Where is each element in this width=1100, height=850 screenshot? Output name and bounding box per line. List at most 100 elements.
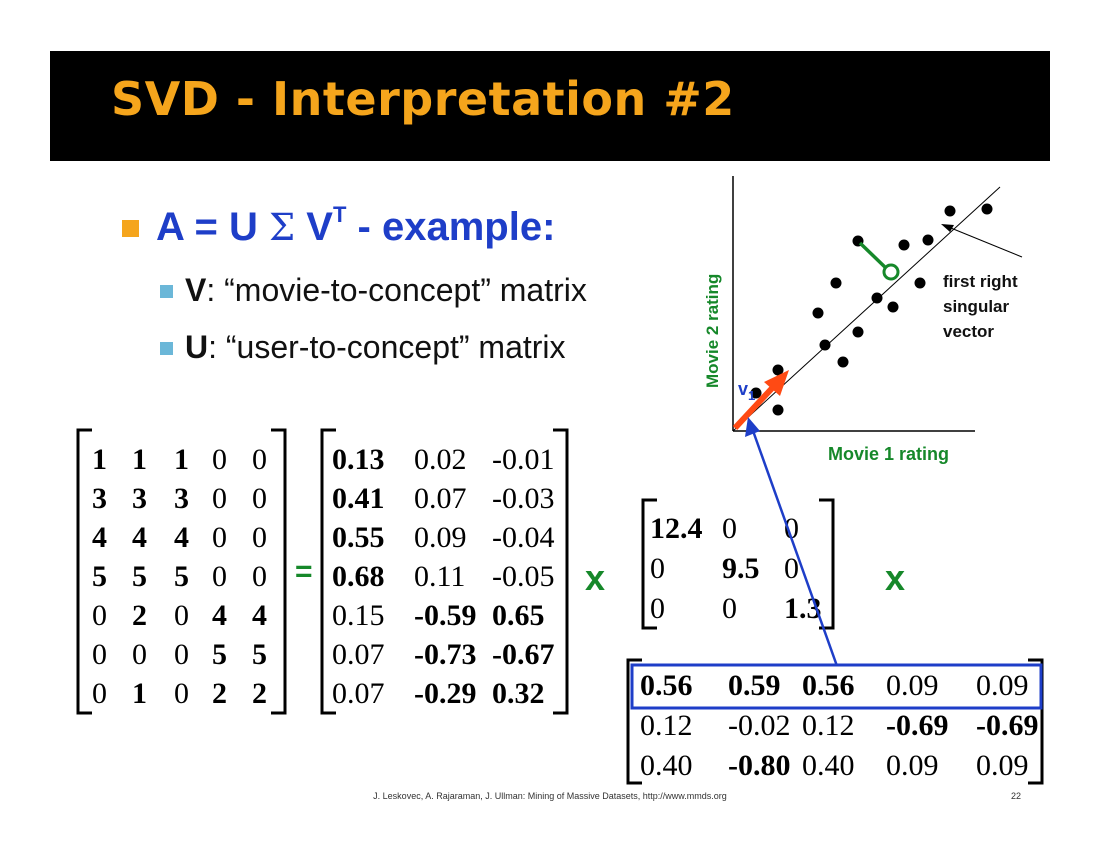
matrix-a-cell: 5 <box>252 638 267 671</box>
matrix-a-cell: 2 <box>132 599 147 632</box>
page-number: 22 <box>1011 791 1022 801</box>
matrix-v-cell: 0.59 <box>728 669 781 702</box>
matrix-v-cell: 0.40 <box>802 749 855 782</box>
matrix-u-cell: -0.04 <box>492 521 555 554</box>
matrix-a-cell: 0 <box>252 482 267 515</box>
annotation-line-1: first right <box>943 272 1018 291</box>
data-point <box>837 356 849 368</box>
matrix-u-cell: 0.09 <box>414 521 467 554</box>
matrix-u-cell: 0.32 <box>492 677 545 710</box>
matrix-s-cell: 0 <box>784 552 799 585</box>
data-point <box>944 205 956 217</box>
projection-point <box>882 263 900 281</box>
v1-label-subscript: 1 <box>748 388 755 403</box>
left-bracket <box>641 498 657 630</box>
matrix-a-cell: 1 <box>174 443 189 476</box>
matrix-brackets <box>76 428 1044 785</box>
main-bullet-prefix: A = U <box>156 205 269 249</box>
v1-label: v1 <box>738 379 755 403</box>
matrix-u-cell: -0.05 <box>492 560 555 593</box>
sub-bullet-marker <box>160 285 173 298</box>
main-bullet: A = U Σ VT - example: <box>156 202 555 250</box>
matrix-s-cell: 0 <box>650 592 665 625</box>
annotation-arrowhead <box>941 224 954 232</box>
data-point <box>819 339 831 351</box>
matrix-a-cell: 3 <box>174 482 189 515</box>
matrix-s-cell: 9.5 <box>722 552 760 585</box>
matrix-u-cell: -0.01 <box>492 443 555 476</box>
matrix-u-cell: 0.07 <box>332 677 385 710</box>
left-bracket <box>626 658 642 785</box>
right-bracket <box>271 428 287 715</box>
transpose-superscript: T <box>332 202 347 227</box>
matrix-v-cell: 0.09 <box>886 749 939 782</box>
matrix-a-cell: 1 <box>132 443 147 476</box>
matrix-u-cell: 0.55 <box>332 521 385 554</box>
right-bracket <box>553 428 569 715</box>
matrix-s-cell: 12.4 <box>650 512 703 545</box>
matrix-u-cell: 0.65 <box>492 599 545 632</box>
matrix-a-cell: 5 <box>212 638 227 671</box>
main-bullet-v: V <box>295 205 333 249</box>
y-axis-label: Movie 2 rating <box>703 274 722 388</box>
data-point <box>981 203 993 215</box>
matrix-a-cell: 5 <box>92 560 107 593</box>
data-point <box>922 234 934 246</box>
annotation-line-2: singular <box>943 297 1010 316</box>
matrix-u-cell: -0.03 <box>492 482 555 515</box>
vt-row-highlight <box>630 663 1043 710</box>
matrix-a-cell: 0 <box>132 638 147 671</box>
left-bracket <box>76 428 92 715</box>
matrix-s-cell: 0 <box>784 512 799 545</box>
matrix-a-cell: 2 <box>252 677 267 710</box>
title-bar <box>50 51 1050 161</box>
data-point <box>887 301 899 313</box>
matrix-a-cell: 0 <box>212 482 227 515</box>
v1-link-arrow <box>750 427 839 667</box>
matrix-a-cell: 0 <box>212 521 227 554</box>
right-bracket <box>819 498 835 630</box>
data-point <box>750 387 762 399</box>
matrix-v-cell: 0.09 <box>976 669 1029 702</box>
matrix-a-cell: 2 <box>212 677 227 710</box>
slide-title: SVD - Interpretation #2 <box>111 72 735 126</box>
matrix-v-cell: -0.02 <box>728 709 791 742</box>
matrix-u-cell: 0.02 <box>414 443 467 476</box>
matrix-a-cell: 0 <box>252 560 267 593</box>
matrix-u-cell: 0.15 <box>332 599 385 632</box>
sub-bullet-label: V <box>185 272 207 308</box>
footer-citation: J. Leskovec, A. Rajaraman, J. Ullman: Mi… <box>373 791 727 801</box>
v1-arrow <box>732 382 778 431</box>
sigma-symbol: Σ <box>269 206 296 249</box>
matrix-v-cell: -0.69 <box>976 709 1039 742</box>
sub-bullet-label: U <box>185 329 209 365</box>
matrix-a-cell: 4 <box>132 521 147 554</box>
matrix-a-cell: 0 <box>252 443 267 476</box>
v1-link-arrowhead <box>745 417 760 437</box>
main-bullet-suffix: - example: <box>346 205 556 249</box>
data-point <box>898 239 910 251</box>
matrix-u-cell: 0.68 <box>332 560 385 593</box>
data-point <box>772 404 784 416</box>
matrix-a-cell: 0 <box>174 599 189 632</box>
matrix-v-cell: 0.09 <box>886 669 939 702</box>
matrix-u-cell: 0.11 <box>414 560 466 593</box>
matrix-v-cell: -0.69 <box>886 709 949 742</box>
v1-arrowhead <box>764 370 789 396</box>
data-point <box>914 277 926 289</box>
matrix-u-cell: -0.67 <box>492 638 555 671</box>
equals-sign: = <box>295 555 313 588</box>
matrix-a-cell: 4 <box>212 599 227 632</box>
matrix-v-cell: 0.56 <box>802 669 855 702</box>
multiply-sign-2: x <box>885 557 906 598</box>
matrix-a-cell: 0 <box>252 521 267 554</box>
left-bracket <box>320 428 336 715</box>
matrix-a-cell: 1 <box>92 443 107 476</box>
sub-bullet-marker <box>160 342 173 355</box>
matrix-a-cell: 0 <box>174 638 189 671</box>
matrix-a-cell: 5 <box>132 560 147 593</box>
matrix-u-cell: -0.59 <box>414 599 477 632</box>
data-point <box>772 364 784 376</box>
matrix-v-cell: 0.12 <box>640 709 693 742</box>
